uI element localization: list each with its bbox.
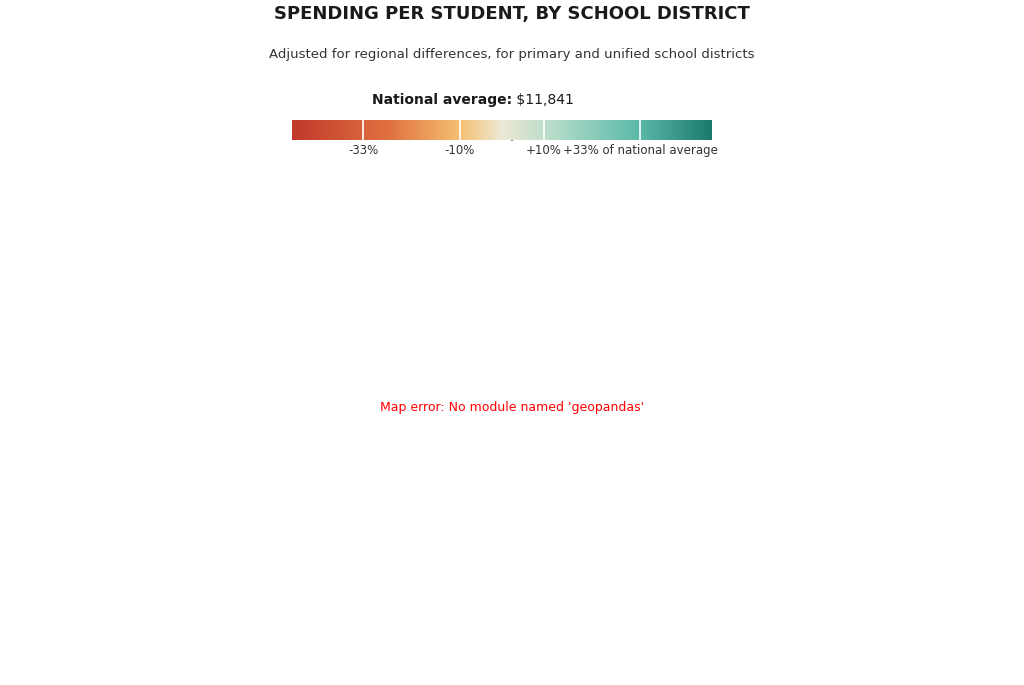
- Text: +10%: +10%: [525, 144, 562, 157]
- Text: -33%: -33%: [348, 144, 378, 157]
- Text: SPENDING PER STUDENT, BY SCHOOL DISTRICT: SPENDING PER STUDENT, BY SCHOOL DISTRICT: [274, 5, 750, 23]
- Text: Adjusted for regional differences, for primary and unified school districts: Adjusted for regional differences, for p…: [269, 48, 755, 61]
- Text: +33% of national average: +33% of national average: [563, 144, 718, 157]
- Text: -10%: -10%: [444, 144, 475, 157]
- Text: Map error: No module named 'geopandas': Map error: No module named 'geopandas': [380, 401, 644, 414]
- Text: $11,841: $11,841: [512, 93, 573, 108]
- Text: National average:: National average:: [372, 93, 512, 108]
